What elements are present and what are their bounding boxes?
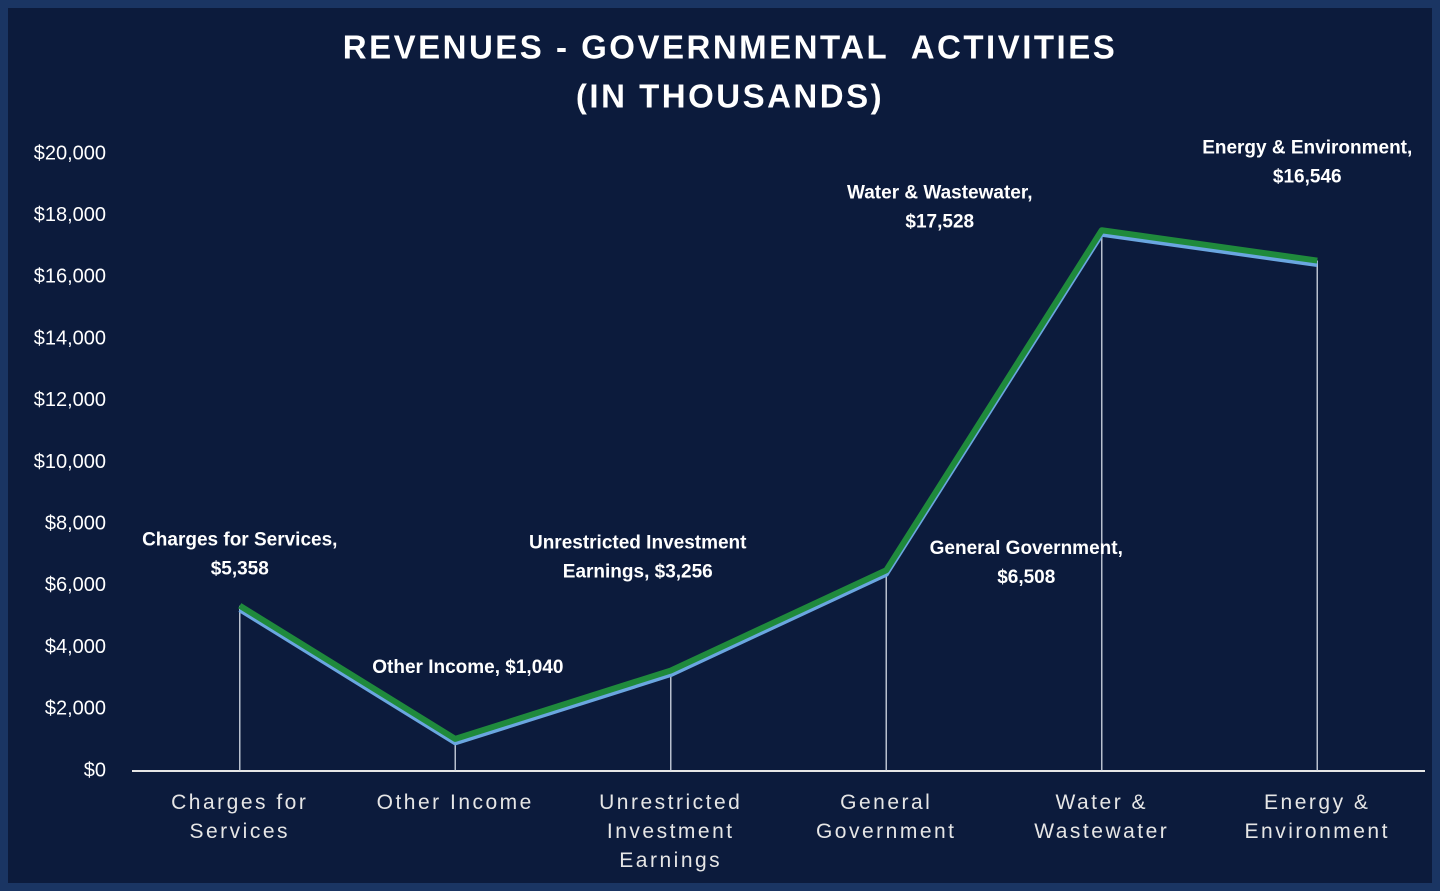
y-tick-label: $14,000	[34, 327, 106, 349]
line-shadow	[238, 231, 1318, 746]
data-label: Unrestricted Investment Earnings, $3,256	[529, 533, 747, 583]
y-tick-label: $0	[84, 759, 106, 781]
y-tick-label: $10,000	[34, 451, 106, 473]
data-label-line: Charges for Services,	[142, 530, 337, 551]
data-label-line: Energy & Environment,	[1202, 138, 1412, 159]
data-label-line: Water & Wastewater,	[847, 182, 1032, 203]
data-label-line: $17,528	[905, 211, 974, 232]
data-label-line: $5,358	[211, 559, 269, 580]
data-label: Energy & Environment, $16,546	[1202, 138, 1412, 188]
data-label: Other Income, $1,040	[372, 657, 563, 678]
x-tick-label: Water & Wastewater	[1034, 791, 1170, 843]
data-label-line: General Government,	[930, 538, 1123, 559]
data-label: General Government, $6,508	[930, 538, 1123, 588]
data-label-line: $16,546	[1273, 167, 1342, 188]
chart-title: REVENUES - GOVERNMENTAL ACTIVITIES	[343, 29, 1117, 66]
data-label-line: Earnings, $3,256	[563, 562, 713, 583]
y-tick-label: $6,000	[45, 574, 106, 596]
data-label-line: Unrestricted Investment	[529, 533, 747, 554]
data-label: Water & Wastewater, $17,528	[847, 182, 1032, 232]
y-tick-label: $20,000	[34, 142, 106, 164]
line	[238, 227, 1318, 742]
chart-title: (IN THOUSANDS)	[576, 78, 884, 115]
data-label-line: $6,508	[997, 567, 1055, 588]
x-tick-label: General Government	[815, 791, 957, 843]
x-tick-label: Other Income	[376, 791, 534, 814]
data-label-line: Other Income, $1,040	[372, 657, 563, 678]
y-tick-label: $18,000	[34, 204, 106, 226]
y-tick-label: $8,000	[45, 512, 106, 534]
x-tick-label: Unrestricted Investment Earnings	[599, 791, 743, 872]
x-tick-label: Charges for Services	[171, 791, 309, 843]
x-tick-label: Energy & Environment	[1244, 791, 1390, 843]
y-tick-label: $2,000	[45, 698, 106, 720]
y-tick-label: $16,000	[34, 266, 106, 288]
data-label: Charges for Services, $5,358	[142, 530, 337, 580]
y-tick-label: $12,000	[34, 389, 106, 411]
y-tick-label: $4,000	[45, 636, 106, 658]
